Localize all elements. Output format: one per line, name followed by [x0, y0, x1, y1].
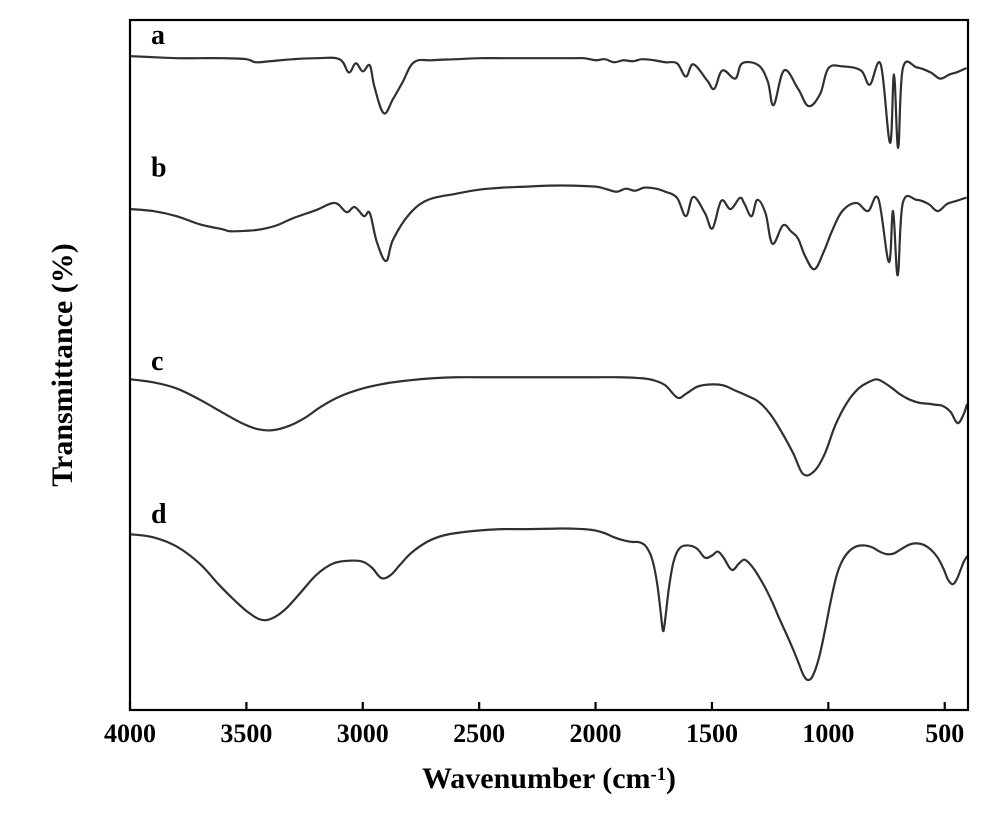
x-axis-label: Wavenumber (cm-1) [422, 762, 676, 795]
x-tick-label: 500 [925, 719, 964, 748]
x-tick-label: 2500 [453, 719, 505, 748]
series-label-c: c [151, 346, 163, 377]
x-tick-label: 3000 [337, 719, 389, 748]
x-tick-label: 1500 [686, 719, 738, 748]
y-axis-label: Transmittance (%) [46, 243, 79, 487]
series-label-d: d [151, 499, 167, 530]
chart-container: { "chart": { "type": "line", "width_px":… [0, 0, 1000, 821]
x-tick-label: 1000 [802, 719, 854, 748]
ftir-spectra-chart: 4000 3500 3000 2500 2000 1500 1000 500 a b c d Waven… [0, 0, 1000, 821]
x-tick-label: 2000 [570, 719, 622, 748]
x-tick-label: 4000 [104, 719, 156, 748]
series-label-a: a [151, 20, 165, 51]
series-label-b: b [151, 153, 167, 184]
x-tick-label: 3500 [220, 719, 272, 748]
